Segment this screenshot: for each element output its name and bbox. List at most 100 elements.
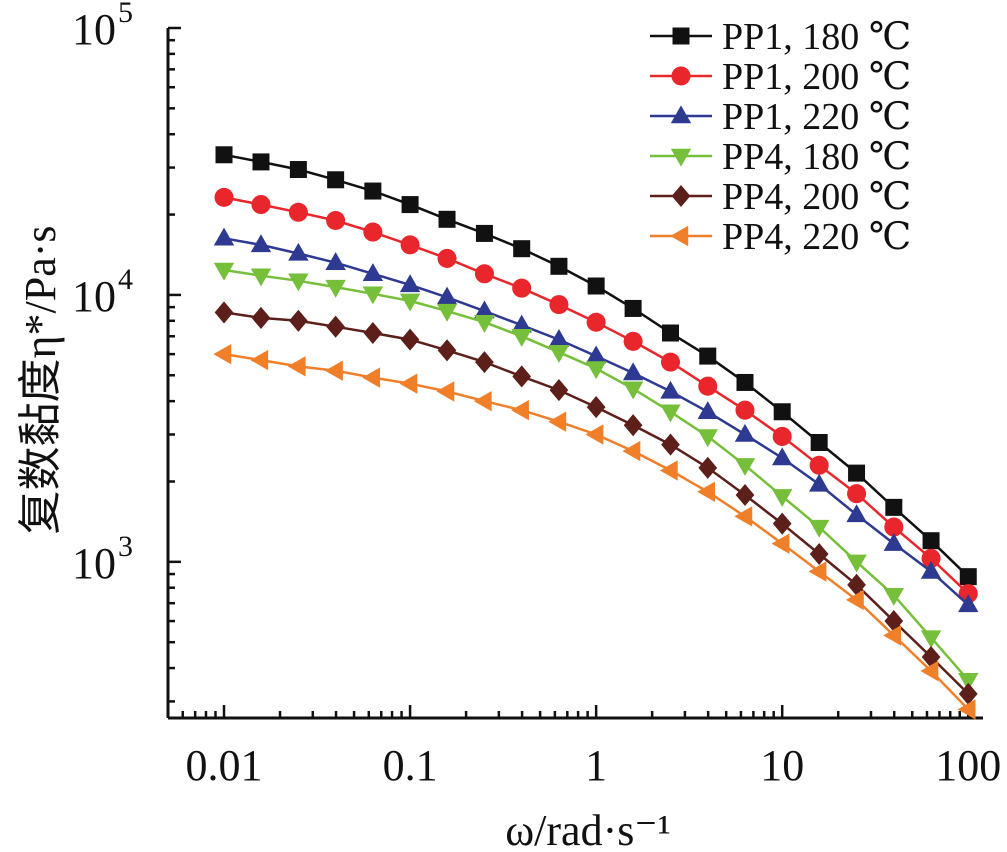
- data-point: [958, 673, 979, 691]
- legend-label: PP1, 180 ℃: [722, 16, 911, 58]
- y-tick-exponent: 3: [118, 530, 133, 563]
- data-point: [808, 519, 830, 538]
- y-tick-base: 10: [72, 539, 116, 588]
- legend-label: PP1, 200 ℃: [722, 56, 911, 98]
- data-point: [697, 481, 715, 502]
- data-point: [327, 171, 345, 189]
- data-point: [920, 630, 942, 649]
- data-point: [810, 433, 828, 451]
- data-point: [213, 227, 235, 246]
- data-point: [659, 460, 678, 481]
- legend-marker: [670, 225, 689, 247]
- data-point: [622, 381, 644, 400]
- data-point: [885, 498, 903, 516]
- data-point: [214, 301, 234, 324]
- data-point: [437, 248, 457, 268]
- data-point: [809, 542, 829, 566]
- data-point: [363, 321, 383, 345]
- data-point: [474, 315, 495, 333]
- data-point: [250, 349, 269, 371]
- data-point: [772, 447, 793, 466]
- data-point: [399, 293, 421, 312]
- data-point: [511, 314, 532, 333]
- data-point: [400, 235, 420, 255]
- data-point: [845, 589, 864, 611]
- legend-label: PP4, 200 ℃: [722, 176, 911, 218]
- x-tick-label: 0.01: [186, 741, 263, 790]
- data-point: [661, 433, 680, 456]
- data-point: [215, 146, 233, 164]
- data-point: [325, 360, 343, 381]
- y-tick-label: 10 3: [72, 530, 133, 588]
- data-point: [883, 587, 905, 606]
- data-point: [437, 339, 457, 362]
- data-point: [809, 455, 829, 475]
- data-point: [624, 299, 642, 317]
- legend-entry-1: PP1, 180 ℃: [650, 16, 911, 58]
- series-2: [214, 187, 978, 604]
- y-tick-label: 10 4: [72, 263, 133, 321]
- data-point: [623, 414, 643, 437]
- series-5: [214, 301, 978, 705]
- data-point: [847, 573, 866, 596]
- data-point: [251, 306, 271, 329]
- data-point: [957, 699, 976, 720]
- data-point: [735, 483, 755, 507]
- data-point: [473, 390, 492, 412]
- data-point: [848, 464, 866, 482]
- legend-entry-6: PP4, 220 ℃: [650, 216, 911, 258]
- data-point: [735, 400, 755, 420]
- data-point: [362, 263, 384, 282]
- data-point: [772, 512, 792, 535]
- legend-marker: [671, 184, 691, 208]
- data-point: [734, 506, 753, 527]
- data-point: [660, 404, 681, 423]
- data-point: [474, 264, 494, 284]
- legend-label: PP4, 180 ℃: [722, 136, 911, 178]
- data-point: [550, 257, 568, 275]
- data-point: [548, 344, 570, 363]
- data-point: [364, 182, 382, 200]
- data-point: [622, 362, 644, 381]
- legend-entry-3: PP1, 220 ℃: [650, 96, 911, 138]
- legend-entry-5: PP4, 200 ℃: [650, 176, 911, 218]
- x-tick-label: 1: [585, 741, 607, 790]
- data-point: [214, 187, 234, 207]
- data-point: [548, 329, 570, 347]
- data-point: [401, 196, 419, 214]
- data-point: [252, 153, 270, 171]
- y-tick-label: 10 5: [72, 0, 133, 54]
- data-point: [660, 352, 681, 372]
- data-point: [771, 533, 790, 554]
- data-point: [511, 399, 529, 421]
- series-4: [213, 262, 979, 691]
- data-point: [326, 315, 345, 338]
- legend-marker: [670, 148, 692, 167]
- data-point: [734, 423, 756, 442]
- data-point: [699, 347, 717, 365]
- series-1: [215, 146, 977, 586]
- data-point: [586, 396, 606, 419]
- data-point: [772, 489, 793, 507]
- data-point: [512, 278, 532, 298]
- data-point: [436, 303, 458, 322]
- data-point: [846, 504, 867, 523]
- y-tick-base: 10: [72, 5, 116, 54]
- y-tick-exponent: 5: [118, 0, 133, 29]
- data-point: [846, 554, 867, 573]
- data-point: [698, 456, 718, 479]
- data-point: [883, 625, 902, 646]
- data-point: [549, 295, 569, 315]
- data-point: [884, 517, 904, 537]
- data-point: [511, 329, 532, 347]
- legend-entry-4: PP4, 180 ℃: [650, 136, 911, 178]
- data-point: [250, 234, 272, 253]
- data-point: [920, 660, 939, 682]
- data-point: [288, 242, 309, 261]
- y-axis-title: 复数黏度η*/Pa·s: [16, 225, 65, 534]
- data-point: [622, 440, 641, 462]
- y-tick-base: 10: [72, 272, 116, 321]
- data-point: [660, 380, 681, 399]
- data-point: [697, 429, 718, 448]
